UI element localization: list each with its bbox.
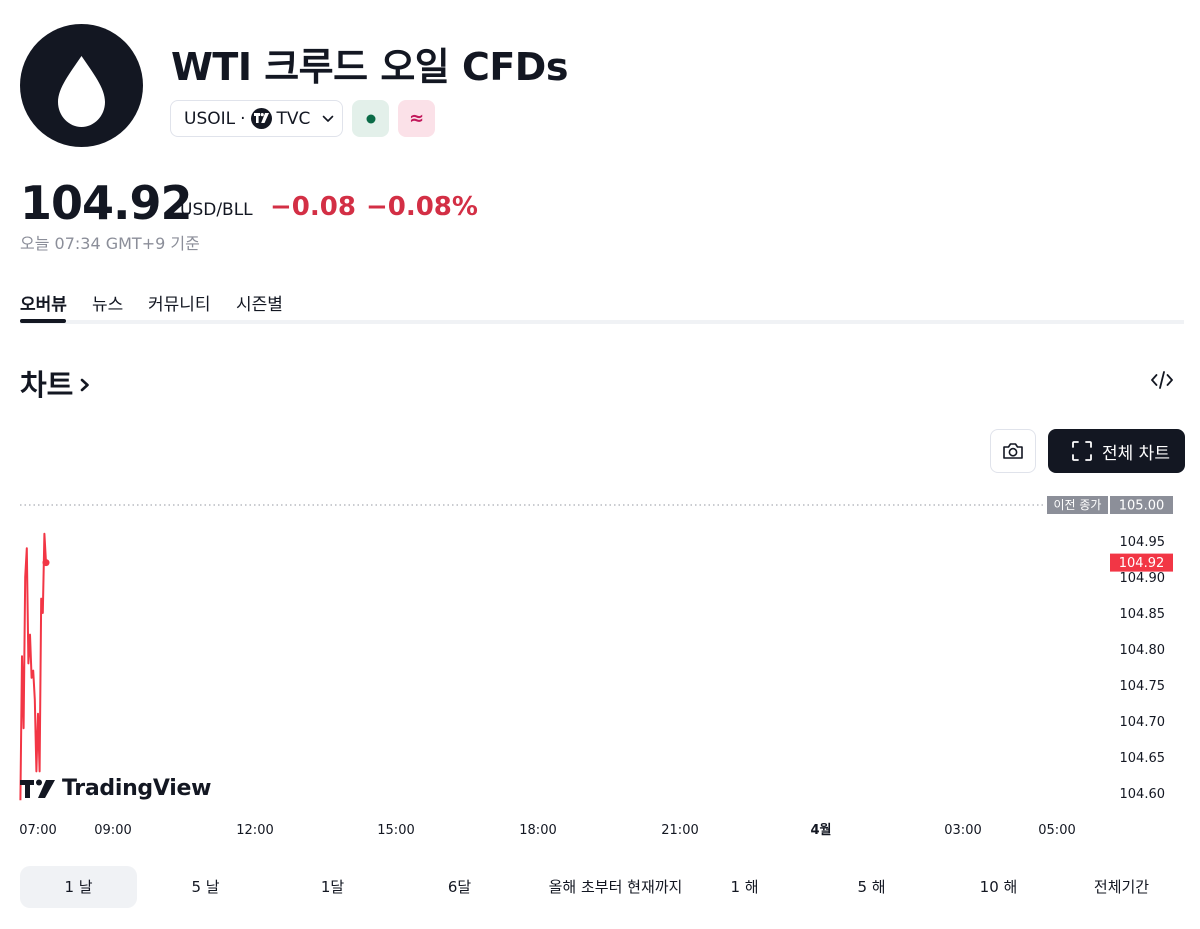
- price-change: −0.08 −0.08%: [270, 192, 478, 222]
- quote-timestamp: 오늘 07:34 GMT+9 기준: [20, 234, 200, 253]
- range-1-day[interactable]: 1 날: [20, 866, 137, 908]
- range-1-year[interactable]: 1 해: [730, 878, 759, 896]
- time-axis-label: 09:00: [94, 823, 131, 838]
- time-axis-label: 15:00: [377, 823, 414, 838]
- price-axis-label: 104.60: [1120, 787, 1166, 802]
- range-5-day[interactable]: 5 날: [191, 878, 220, 896]
- last-price-label: 104.92: [1119, 556, 1165, 571]
- chart-section-link[interactable]: 차트: [20, 362, 91, 404]
- range-1-month[interactable]: 1달: [320, 878, 345, 896]
- last-price-tag: 104.92: [1110, 553, 1173, 572]
- price-axis-label: 104.75: [1120, 679, 1166, 694]
- change-value: −0.08: [270, 192, 356, 222]
- prev-close-value: 105.00: [1119, 499, 1165, 514]
- tab-bar: 오버뷰 뉴스 커뮤니티 시즌별: [20, 288, 1184, 324]
- tradingview-logo-text: TradingView: [62, 776, 212, 801]
- price-axis: 104.95 104.90 104.85 104.80 104.75 104.70 104.…: [1120, 535, 1166, 802]
- exchange-name: TVC: [276, 108, 311, 129]
- time-axis-label: 21:00: [661, 823, 698, 838]
- range-all-time[interactable]: 전체기간: [1093, 878, 1150, 896]
- price-axis-label: 104.70: [1120, 715, 1166, 730]
- time-axis-label: 07:00: [19, 823, 56, 838]
- separator: ·: [240, 108, 246, 129]
- price-axis-label: 104.85: [1120, 607, 1166, 622]
- full-chart-button[interactable]: 전체 차트: [1048, 429, 1185, 473]
- approx-icon: ≈: [408, 108, 425, 129]
- chart-section-title: 차트: [20, 368, 74, 402]
- embed-code-icon[interactable]: [1150, 370, 1174, 390]
- symbol-ticker: USOIL: [184, 108, 236, 129]
- camera-icon: [1003, 443, 1023, 459]
- change-percent: −0.08%: [365, 192, 478, 222]
- tv-exchange-icon: [250, 108, 272, 129]
- prev-close-value-bg: [1110, 496, 1173, 514]
- oil-drop-icon: [58, 56, 105, 127]
- price-axis-label: 104.65: [1120, 751, 1166, 766]
- chevron-right-icon: [81, 378, 90, 392]
- range-10-year[interactable]: 10 해: [979, 878, 1018, 896]
- full-chart-label: 전체 차트: [1102, 443, 1170, 464]
- time-axis-label: 05:00: [1038, 823, 1075, 838]
- delayed-data-button[interactable]: ≈: [398, 100, 435, 137]
- active-tab-indicator: [20, 319, 66, 323]
- oil-drop-logo: [20, 24, 143, 147]
- price-axis-label: 104.90: [1120, 571, 1166, 586]
- time-axis-label: 03:00: [944, 823, 981, 838]
- range-5-year[interactable]: 5 해: [857, 878, 886, 896]
- prev-close-label: 이전 종가: [1054, 498, 1102, 512]
- last-price-dot: [42, 559, 50, 567]
- range-6-month[interactable]: 6달: [447, 878, 472, 896]
- last-price-tag-bg: [1110, 553, 1173, 572]
- symbol-selector[interactable]: USOIL · TVC: [170, 100, 343, 137]
- page-title: WTI 크루드 오일 CFDs: [171, 45, 568, 89]
- chevron-down-icon: [323, 115, 334, 122]
- time-axis-label: 4월: [810, 822, 831, 838]
- tradingview-logo[interactable]: TradingView: [20, 776, 211, 801]
- prev-close-label-bg: [1047, 496, 1108, 514]
- price-currency: USD/BLL: [180, 200, 253, 220]
- current-price: 104.92: [20, 176, 193, 230]
- time-axis-label: 12:00: [236, 823, 273, 838]
- price-axis-label: 104.80: [1120, 643, 1166, 658]
- tradingview-logo-icon: [20, 779, 55, 798]
- green-dot-icon: [366, 114, 375, 123]
- market-open-status-button[interactable]: [352, 100, 389, 137]
- tab-news[interactable]: 뉴스: [92, 295, 124, 315]
- tab-overview[interactable]: 오버뷰: [20, 295, 67, 315]
- tab-seasonals[interactable]: 시즌별: [236, 295, 283, 315]
- price-line: [19, 532, 47, 801]
- time-axis-label: 18:00: [519, 823, 556, 838]
- price-axis-label: 104.95: [1120, 535, 1166, 550]
- time-axis: 07:00 09:00 12:00 15:00 18:00 21:00 4월 03:00 05:…: [19, 822, 1075, 838]
- range-selector: 1 날 5 날 1달 6달 올해 초부터 현재까지 1 해 5 해 10 해 전…: [20, 866, 1180, 908]
- tab-community[interactable]: 커뮤니티: [148, 295, 211, 315]
- range-ytd[interactable]: 올해 초부터 현재까지: [548, 878, 683, 896]
- fullscreen-icon: [1072, 441, 1092, 461]
- price-chart[interactable]: 이전 종가 105.00 104.95104.90104.85104.80104…: [0, 490, 1200, 845]
- prev-close-tag: 이전 종가 105.00: [1047, 496, 1173, 514]
- snapshot-button[interactable]: [990, 429, 1036, 473]
